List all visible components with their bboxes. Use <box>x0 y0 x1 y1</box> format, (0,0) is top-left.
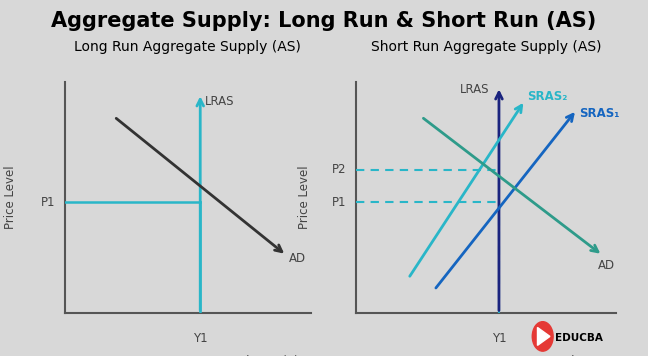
Text: SRAS₂: SRAS₂ <box>527 90 568 103</box>
Text: Long Run Aggregate Supply (AS): Long Run Aggregate Supply (AS) <box>75 40 301 54</box>
Text: LRAS: LRAS <box>460 83 490 96</box>
Text: Y1: Y1 <box>492 332 506 345</box>
Text: Aggregate Supply: Long Run & Short Run (AS): Aggregate Supply: Long Run & Short Run (… <box>51 11 597 31</box>
Text: Real GDP: Real GDP <box>550 355 604 356</box>
Text: SRAS₁: SRAS₁ <box>579 106 619 120</box>
Circle shape <box>532 322 553 351</box>
Text: P2: P2 <box>332 163 346 176</box>
Text: Short Run Aggregate Supply (AS): Short Run Aggregate Supply (AS) <box>371 40 601 54</box>
Text: Price Level: Price Level <box>4 166 17 229</box>
Text: AD: AD <box>597 259 614 272</box>
Text: AD: AD <box>289 252 306 265</box>
Text: P1: P1 <box>332 196 346 209</box>
Text: EDUCBA: EDUCBA <box>555 333 603 343</box>
Polygon shape <box>537 328 550 345</box>
Text: LRAS: LRAS <box>205 95 235 108</box>
Text: P1: P1 <box>40 196 55 209</box>
Text: Price Level: Price Level <box>298 166 311 229</box>
Text: Real GDP (Y): Real GDP (Y) <box>224 355 299 356</box>
Text: Y1: Y1 <box>193 332 207 345</box>
